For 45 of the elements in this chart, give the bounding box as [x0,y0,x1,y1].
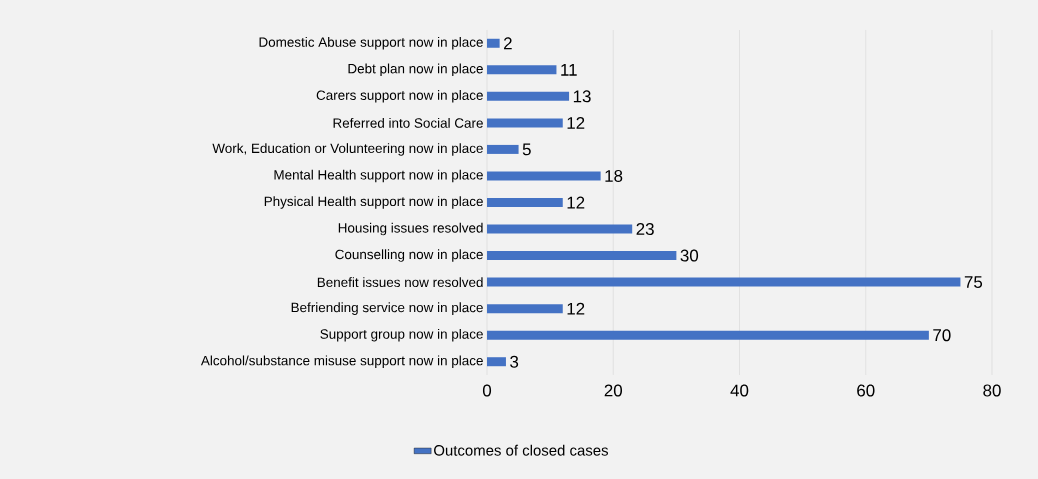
bar [487,251,677,261]
bar [487,91,570,101]
y-tick-label: Physical Health support now in place [264,196,483,209]
y-tick-label: Alcohol/substance misuse support now in place [200,355,483,368]
bar [487,65,557,75]
data-label: 70 [933,329,951,342]
y-tick-label: Befriending service now in place [291,302,483,315]
y-tick-label: Debt plan now in place [348,63,483,77]
y-tick-label: Housing issues resolved [338,222,483,236]
bar [487,144,519,154]
data-label: 5 [522,143,531,156]
data-label: 18 [605,169,623,182]
y-tick-label: Benefit issues now resolved [317,277,483,288]
x-tick-label: 40 [730,384,749,397]
data-label: 13 [573,90,591,103]
bar [487,38,500,48]
y-tick-label: Support group now in place [320,328,483,342]
data-label: 30 [680,249,699,262]
bar [487,357,506,367]
y-tick-label: Work, Education or Volunteering now in place [212,143,483,156]
bar [487,118,563,128]
data-label: 12 [567,116,585,129]
y-tick-label: Carers support now in place [316,90,483,103]
y-tick-label: Referred into Social Care [333,117,483,128]
data-label: 12 [567,302,585,315]
bar [487,224,633,234]
legend-label: Outcomes of closed cases [434,444,609,456]
bar [487,277,961,287]
x-tick-label: 0 [482,384,492,397]
bar [487,330,929,340]
x-tick-label: 80 [983,384,1001,397]
bar [487,197,563,207]
data-label: 75 [964,276,983,289]
x-tick-label: 20 [604,384,623,397]
data-label: 12 [567,196,585,209]
bar [487,304,563,314]
bar [487,171,601,181]
y-tick-label: Domestic Abuse support now in place [259,36,483,50]
data-label: 23 [636,223,654,236]
x-tick-label: 60 [857,384,875,397]
data-label: 2 [504,37,512,50]
y-tick-label: Mental Health support now in place [274,169,483,183]
data-label: 3 [510,355,519,368]
data-label: 11 [561,63,577,76]
y-tick-label: Counselling now in place [335,249,483,262]
